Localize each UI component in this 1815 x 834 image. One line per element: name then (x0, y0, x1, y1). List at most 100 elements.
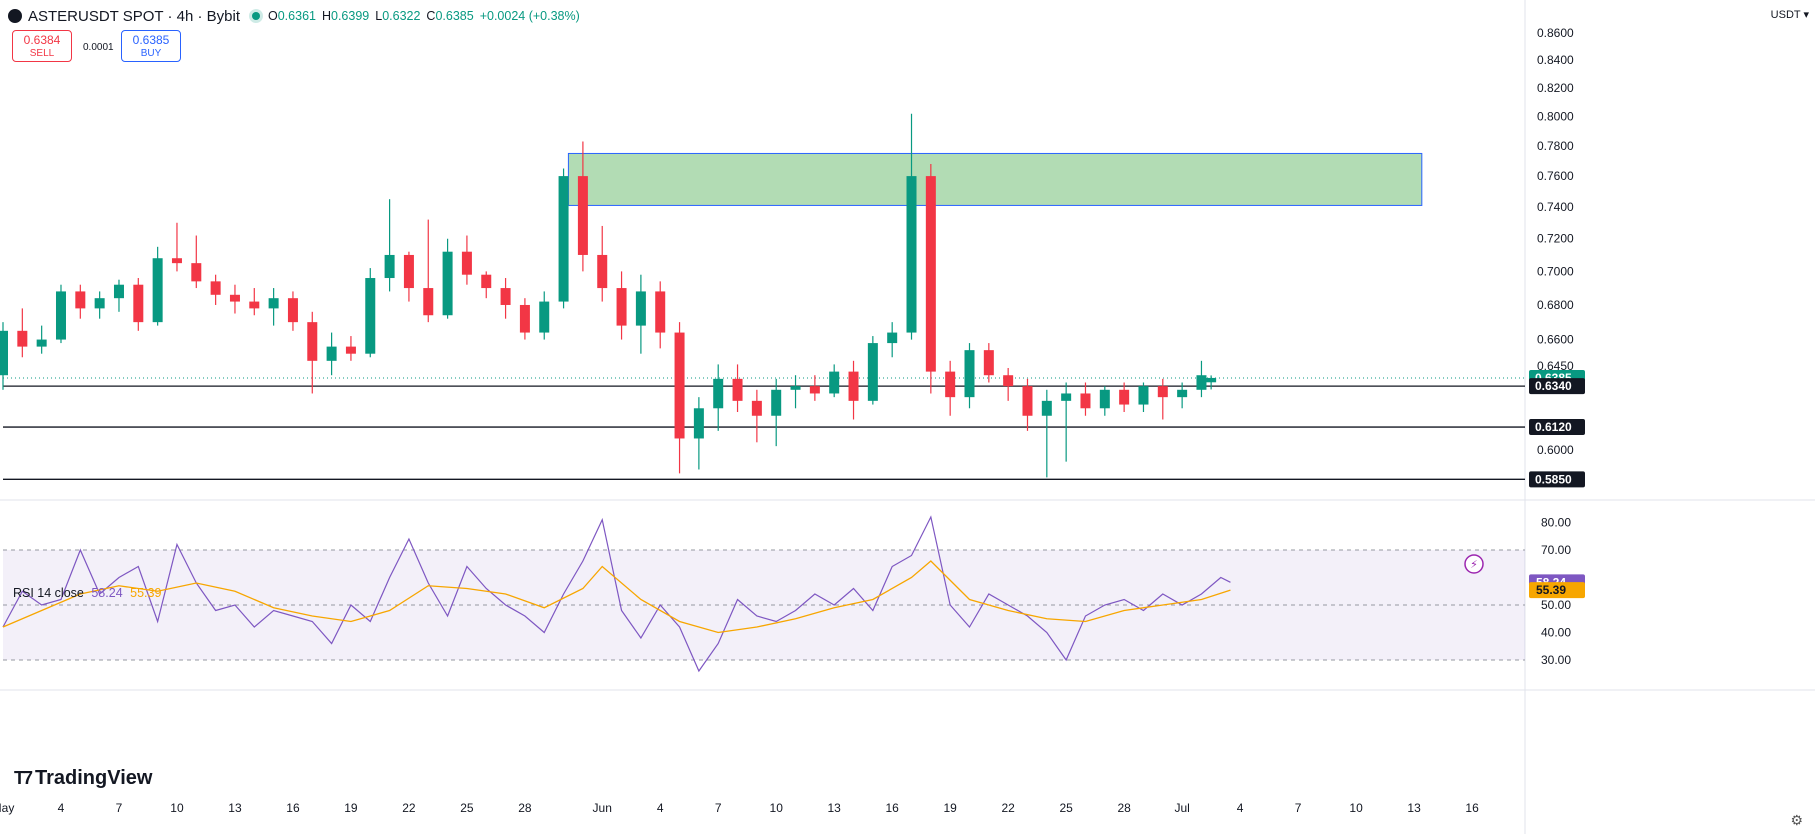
price-tick-label: 0.7000 (1537, 264, 1574, 278)
tradingview-wordmark: TradingView (35, 767, 153, 789)
supply-zone (567, 152, 1423, 206)
candle-body (829, 371, 840, 394)
price-label-level: 0.5850 (1535, 472, 1572, 486)
candle-body (983, 350, 994, 376)
time-tick-label: 19 (344, 801, 358, 815)
candle-body (191, 263, 202, 282)
candle-body (75, 291, 86, 309)
rsi-tick-label: 30.00 (1541, 653, 1571, 667)
candle-body (133, 284, 144, 323)
time-tick-label: Jun (593, 801, 612, 815)
candle-body (249, 301, 260, 309)
lightning-icon (1464, 554, 1484, 574)
candle-body (152, 258, 163, 323)
candle-body (751, 400, 762, 416)
candle-body (326, 346, 337, 361)
candle-body (925, 176, 936, 372)
candle-body (17, 330, 28, 347)
candle-body (403, 254, 414, 289)
candle-body (577, 176, 588, 255)
settings-gear-icon[interactable]: ⚙ (1790, 812, 1803, 828)
time-tick-label: 4 (657, 801, 664, 815)
close-label: C (426, 9, 436, 23)
currency-selector[interactable]: USDT ▾ (1770, 9, 1809, 21)
rsi-tick-label: 80.00 (1541, 516, 1571, 530)
rsi-ma-line (2, 560, 1231, 634)
rsi-tick-label: 50.00 (1541, 598, 1571, 612)
tradingview-logo-icon: T7 (14, 768, 33, 788)
candle-body (307, 322, 318, 361)
time-tick-label: 28 (518, 801, 532, 815)
time-tick-label: 16 (1465, 801, 1479, 815)
rsi-legend-value: 58.24 (91, 586, 123, 600)
time-tick-label: 10 (170, 801, 184, 815)
time-tick-label: 16 (886, 801, 900, 815)
candle-body (616, 288, 627, 326)
time-tick-label: 13 (228, 801, 242, 815)
rsi-tick-label: 40.00 (1541, 626, 1571, 640)
price-label-bg (1529, 419, 1585, 436)
sell-price: 0.6384 (23, 33, 61, 47)
tradingview-logo[interactable]: T7 TradingView (14, 767, 152, 790)
candle-body (423, 288, 434, 316)
rsi-legend[interactable]: RSI 14 close 58.24 55.39 (13, 586, 161, 600)
candle-body (1099, 389, 1110, 409)
candle-body (887, 332, 898, 344)
candle-body (848, 371, 859, 401)
candle-body (1022, 386, 1033, 416)
buy-label: BUY (140, 48, 162, 59)
price-label-bg (1529, 378, 1585, 395)
rsi-line (2, 515, 1231, 673)
time-tick-label: 7 (1295, 801, 1302, 815)
symbol-header: ASTERUSDT SPOT · 4h · Bybit O0.6361 H0.6… (8, 6, 586, 26)
buy-price: 0.6385 (132, 33, 170, 47)
candle-body (481, 274, 492, 289)
candle-body (210, 281, 221, 295)
candle-body (1080, 393, 1091, 409)
candle-body (655, 291, 666, 333)
time-tick-label: 22 (402, 801, 416, 815)
close-value: 0.6385 (435, 9, 474, 23)
price-tick-label: 0.6000 (1537, 443, 1574, 457)
open-value: 0.6361 (277, 9, 316, 23)
symbol-title[interactable]: ASTERUSDT SPOT · 4h · Bybit (28, 7, 240, 25)
candle-body (461, 251, 472, 275)
candle-body (0, 330, 8, 376)
time-tick-label: 7 (715, 801, 722, 815)
price-label-level: 0.6120 (1535, 420, 1572, 434)
time-tick-label: 4 (58, 801, 65, 815)
buy-button[interactable]: 0.6385 BUY (121, 30, 181, 62)
high-value: 0.6399 (331, 9, 370, 23)
lightning-glyph: ⚡ (1470, 558, 1478, 571)
rsi-title: RSI 14 close (13, 586, 84, 600)
price-label-level: 0.6340 (1535, 379, 1572, 393)
time-tick-label: 28 (1117, 801, 1131, 815)
candle-body (1157, 386, 1168, 398)
price-tick-label: 0.7800 (1537, 139, 1574, 153)
candle-body (1177, 389, 1188, 398)
candle-body (1061, 393, 1072, 401)
time-tick-label: 7 (116, 801, 123, 815)
price-tick-label: 0.8000 (1537, 110, 1574, 124)
time-tick-label: 4 (1237, 801, 1244, 815)
candle-body (500, 288, 511, 305)
candle-body (384, 254, 395, 279)
candle-body (55, 291, 66, 340)
time-tick-label: 22 (1001, 801, 1015, 815)
candle-body (345, 346, 356, 354)
candle-body (442, 251, 453, 316)
candle-body (906, 176, 917, 333)
candle-body (519, 304, 530, 333)
time-tick-label: 10 (1349, 801, 1363, 815)
time-tick-label: 25 (460, 801, 474, 815)
candle-body (539, 301, 550, 333)
sell-button[interactable]: 0.6384 SELL (12, 30, 72, 62)
candle-body (365, 278, 376, 354)
candle-body (36, 339, 47, 347)
price-tick-label: 0.6800 (1537, 298, 1574, 312)
candle-body (558, 176, 569, 302)
candle-body (1206, 377, 1217, 383)
price-tick-label: 0.8600 (1537, 26, 1574, 40)
